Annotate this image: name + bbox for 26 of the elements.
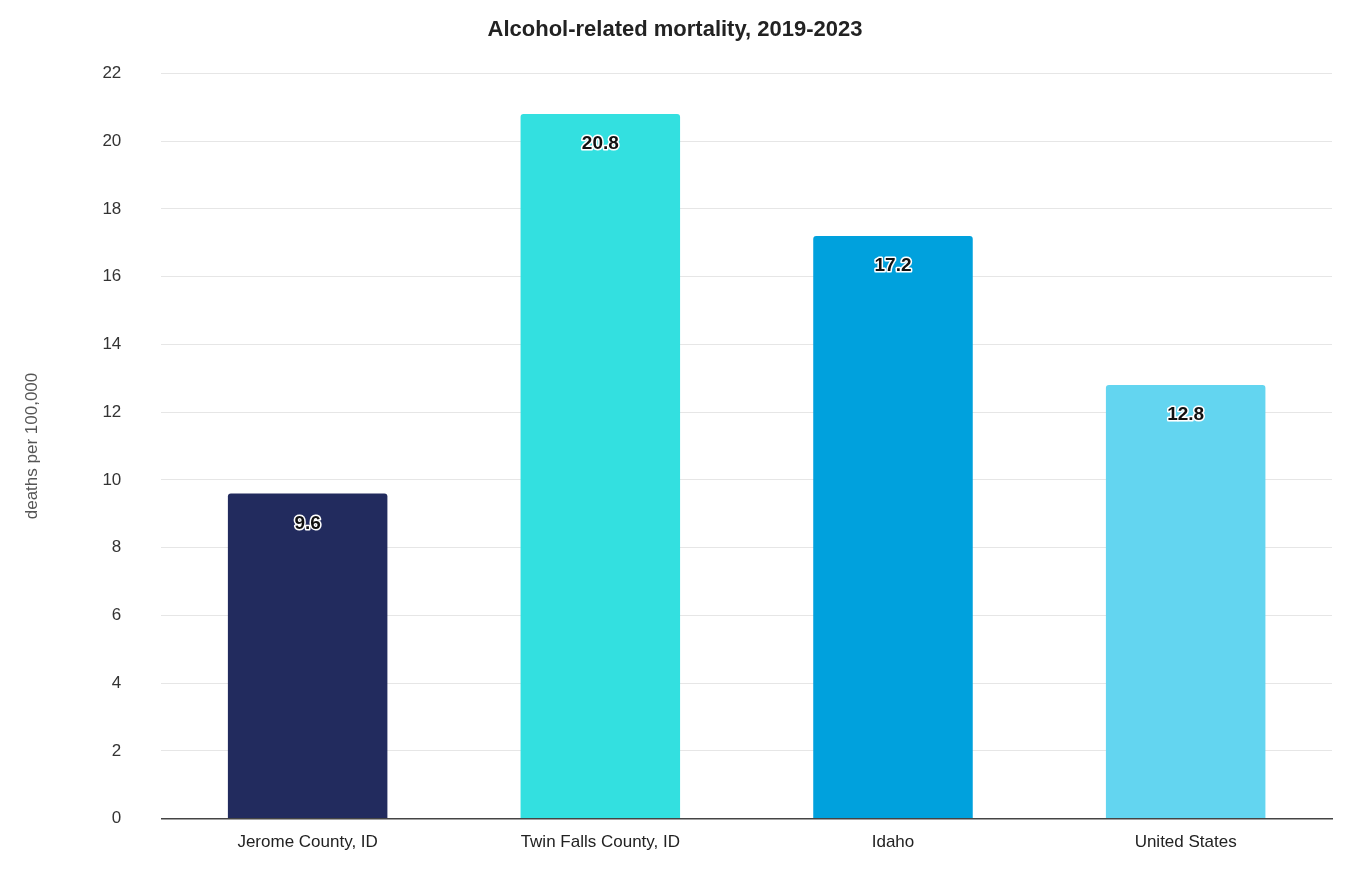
data-label: 17.2 xyxy=(874,254,912,276)
bar xyxy=(520,114,681,819)
data-label: 9.6 xyxy=(294,511,321,533)
data-label: 12.8 xyxy=(1167,403,1205,425)
y-axis-title: deaths per 100,000 xyxy=(21,372,41,520)
x-tick-label: Jerome County, ID xyxy=(237,832,378,852)
y-tick-label: 2 xyxy=(111,740,122,760)
y-tick-label: 10 xyxy=(102,469,122,489)
x-tick-label: Idaho xyxy=(871,832,915,852)
y-tick-label: 16 xyxy=(102,266,122,286)
bar xyxy=(1105,385,1266,819)
x-tick-label: United States xyxy=(1134,832,1237,852)
y-tick-label: 0 xyxy=(111,808,122,828)
y-tick-label: 4 xyxy=(111,672,122,692)
chart-title: Alcohol-related mortality, 2019-2023 xyxy=(487,16,863,42)
bar xyxy=(813,235,973,819)
data-label: 20.8 xyxy=(581,132,619,154)
y-tick-label: 20 xyxy=(102,130,122,150)
y-tick-label: 8 xyxy=(111,537,122,557)
y-tick-label: 6 xyxy=(111,605,122,625)
y-tick-label: 12 xyxy=(102,401,122,421)
y-tick-label: 18 xyxy=(102,198,122,218)
y-tick-label: 14 xyxy=(102,334,122,354)
y-tick-label: 22 xyxy=(102,63,122,83)
x-tick-label: Twin Falls County, ID xyxy=(520,832,680,852)
bar xyxy=(227,493,388,819)
